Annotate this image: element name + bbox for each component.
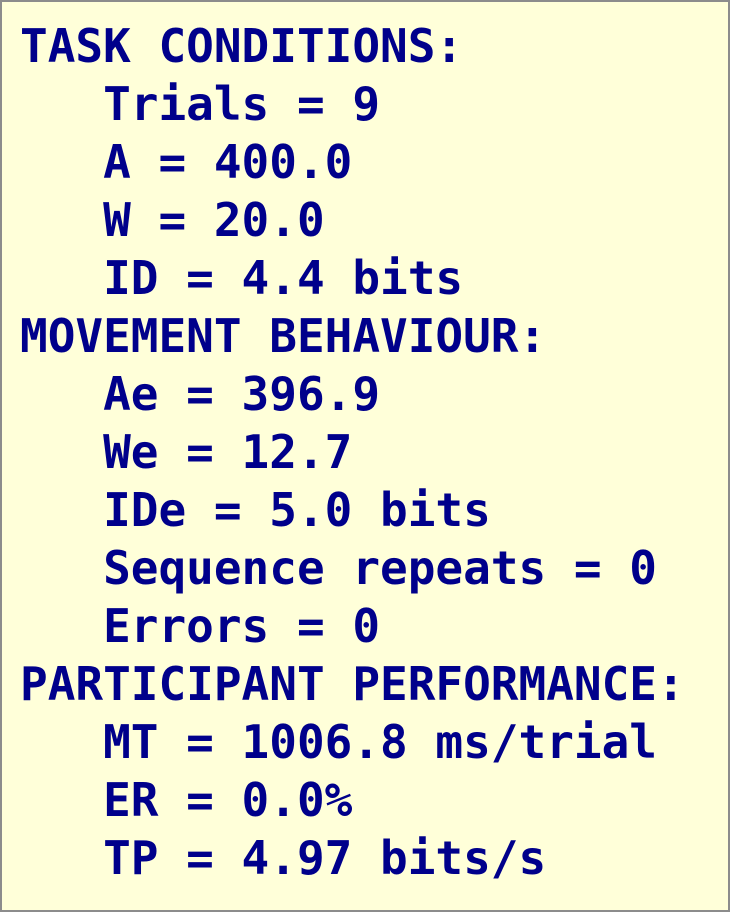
section-heading: TASK CONDITIONS: [20,19,464,73]
result-line: We = 12.7 [103,425,353,479]
result-line: Ae = 396.9 [103,367,381,421]
result-line: A = 400.0 [103,135,353,189]
result-line: W = 20.0 [103,193,325,247]
section-heading: MOVEMENT BEHAVIOUR: [20,309,547,363]
result-line: MT = 1006.8 ms/trial [103,715,657,769]
result-line: Trials = 9 [103,77,381,131]
section-heading: PARTICIPANT PERFORMANCE: [20,657,685,711]
result-line: IDe = 5.0 bits [103,483,491,537]
result-line: Errors = 0 [103,599,381,653]
result-line: ER = 0.0% [103,773,353,827]
result-line: ID = 4.4 bits [103,251,464,305]
result-line: Sequence repeats = 0 [103,541,657,595]
result-line: TP = 4.97 bits/s [103,831,547,885]
